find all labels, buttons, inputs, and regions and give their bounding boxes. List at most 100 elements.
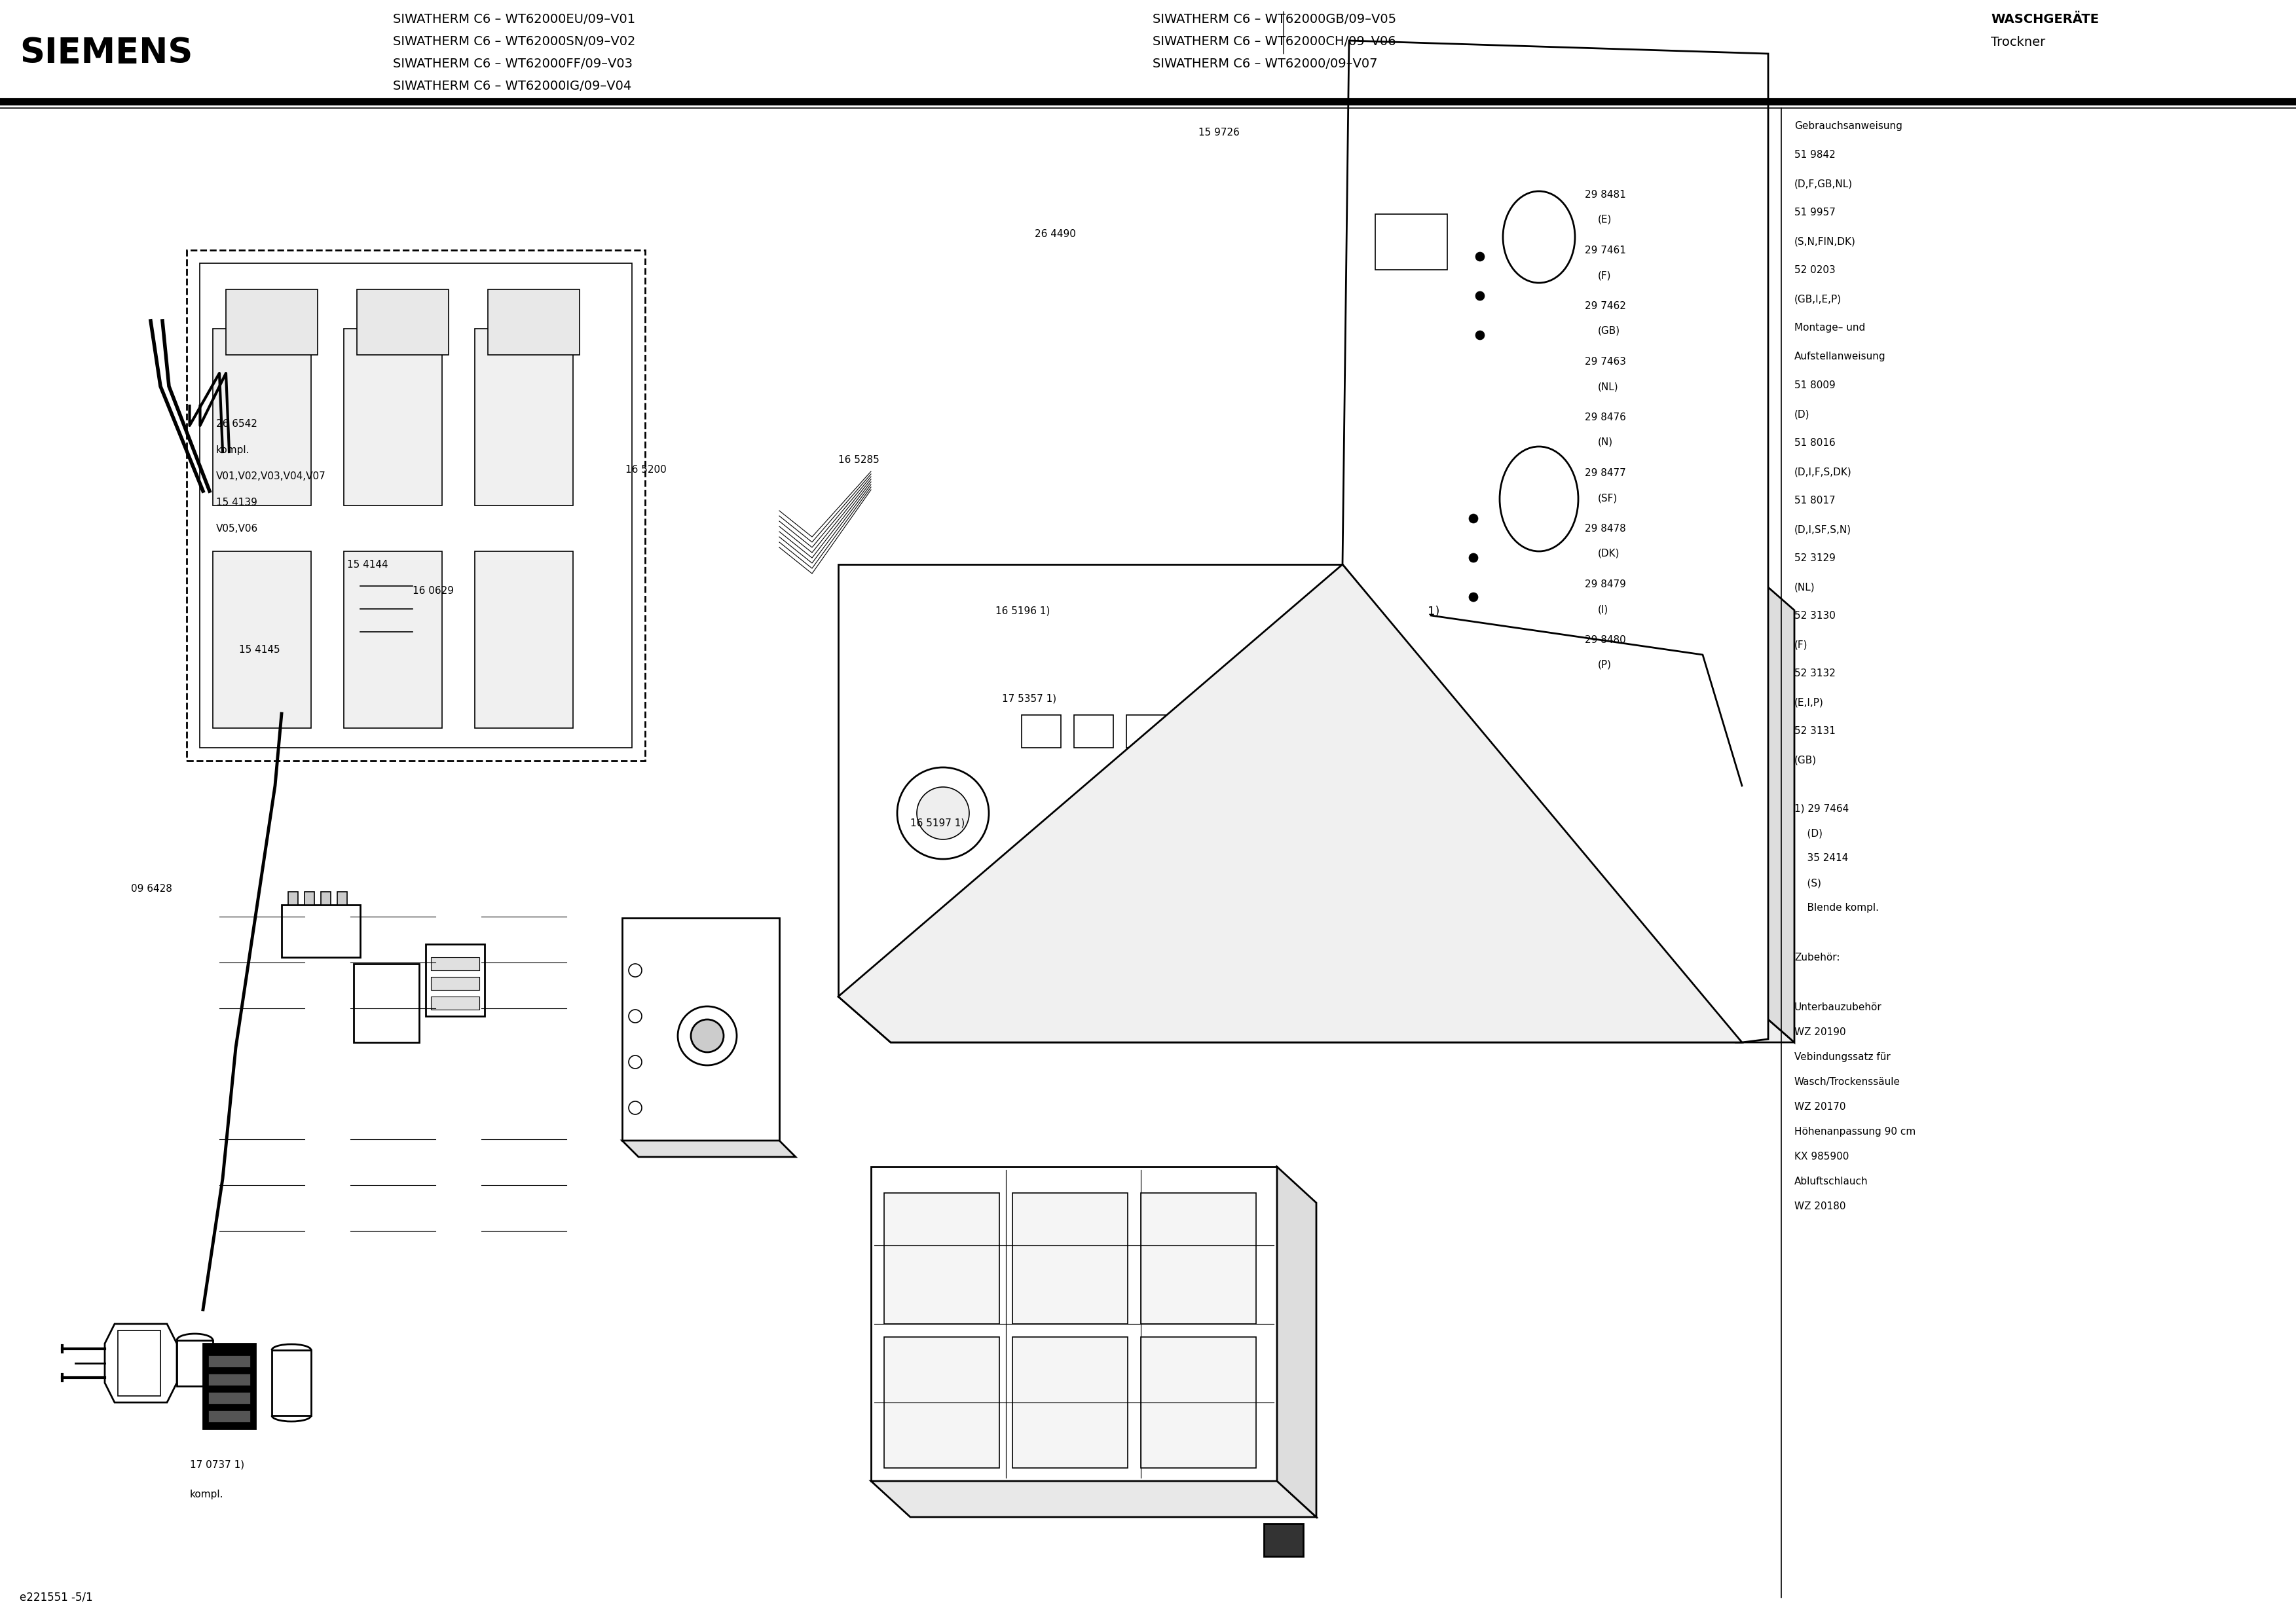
Circle shape bbox=[1554, 756, 1564, 766]
Text: 16 5200: 16 5200 bbox=[625, 464, 666, 474]
Text: 52 3132: 52 3132 bbox=[1795, 669, 1835, 679]
Bar bbox=[344, 551, 443, 729]
Polygon shape bbox=[1343, 40, 1768, 1043]
Text: Zubehör:: Zubehör: bbox=[1795, 953, 1839, 962]
Text: 29 8480: 29 8480 bbox=[1584, 635, 1626, 645]
Text: 52 3129: 52 3129 bbox=[1795, 553, 1835, 563]
Text: 17 5357 1): 17 5357 1) bbox=[1001, 695, 1056, 704]
Text: (D,I,SF,S,N): (D,I,SF,S,N) bbox=[1795, 524, 1851, 534]
Circle shape bbox=[1219, 750, 1270, 800]
Text: 29 8476: 29 8476 bbox=[1584, 413, 1626, 422]
Bar bbox=[287, 891, 298, 904]
Bar bbox=[1075, 716, 1114, 748]
Text: 29 8478: 29 8478 bbox=[1584, 524, 1626, 534]
Text: WASCHGERÄTE: WASCHGERÄTE bbox=[1991, 13, 2099, 26]
Text: (GB): (GB) bbox=[1795, 754, 1816, 764]
Bar bbox=[186, 250, 645, 761]
Bar bbox=[214, 329, 310, 506]
Text: kompl.: kompl. bbox=[216, 445, 250, 455]
Bar bbox=[1141, 1193, 1256, 1323]
Bar bbox=[209, 1373, 250, 1385]
Text: 52 3131: 52 3131 bbox=[1795, 725, 1835, 737]
Text: e221551 -5/1: e221551 -5/1 bbox=[21, 1591, 92, 1602]
Circle shape bbox=[1554, 808, 1564, 819]
Text: SIWATHERM C6 – WT62000FF/09–V03: SIWATHERM C6 – WT62000FF/09–V03 bbox=[393, 58, 634, 69]
Text: 51 8009: 51 8009 bbox=[1795, 380, 1835, 390]
Polygon shape bbox=[870, 1481, 1316, 1517]
Text: 29 7463: 29 7463 bbox=[1584, 356, 1626, 366]
Polygon shape bbox=[622, 1141, 797, 1157]
Text: (F): (F) bbox=[1795, 640, 1807, 650]
Circle shape bbox=[1554, 861, 1564, 870]
Polygon shape bbox=[622, 917, 778, 1141]
Bar bbox=[884, 1193, 999, 1323]
Bar bbox=[177, 1340, 214, 1386]
Text: WZ 20170: WZ 20170 bbox=[1795, 1103, 1846, 1112]
Bar bbox=[475, 551, 574, 729]
Text: (SF): (SF) bbox=[1598, 493, 1619, 503]
Text: kompl.: kompl. bbox=[191, 1489, 223, 1499]
Polygon shape bbox=[838, 564, 1743, 1043]
Bar bbox=[356, 290, 448, 355]
Text: 26 4490: 26 4490 bbox=[1035, 229, 1077, 239]
Circle shape bbox=[1476, 330, 1486, 340]
Text: (F): (F) bbox=[1598, 271, 1612, 280]
Bar bbox=[1263, 1523, 1304, 1556]
Text: 35 2414: 35 2414 bbox=[1795, 853, 1848, 862]
Bar bbox=[432, 977, 480, 990]
Bar bbox=[200, 263, 631, 748]
Text: (I): (I) bbox=[1598, 604, 1609, 614]
Text: Aufstellanweisung: Aufstellanweisung bbox=[1795, 351, 1885, 361]
Polygon shape bbox=[1743, 564, 1795, 1043]
Text: (NL): (NL) bbox=[1795, 582, 1816, 592]
Text: (D,F,GB,NL): (D,F,GB,NL) bbox=[1795, 179, 1853, 189]
Text: 51 8016: 51 8016 bbox=[1795, 438, 1835, 448]
Text: 29 8477: 29 8477 bbox=[1584, 467, 1626, 479]
Bar bbox=[1141, 1336, 1256, 1469]
Bar bbox=[209, 1410, 250, 1422]
Text: 29 7462: 29 7462 bbox=[1584, 301, 1626, 311]
Text: (N): (N) bbox=[1598, 437, 1614, 447]
Text: 16 5285: 16 5285 bbox=[838, 455, 879, 464]
Text: Montage– und: Montage– und bbox=[1795, 322, 1864, 332]
Circle shape bbox=[1469, 553, 1479, 563]
Text: 52 3130: 52 3130 bbox=[1795, 611, 1835, 621]
Bar bbox=[475, 329, 574, 506]
Text: Trockner: Trockner bbox=[1991, 35, 2046, 48]
Text: 16 5197 1): 16 5197 1) bbox=[909, 819, 964, 829]
Text: SIWATHERM C6 – WT62000SN/09–V02: SIWATHERM C6 – WT62000SN/09–V02 bbox=[393, 35, 636, 48]
Bar bbox=[487, 290, 579, 355]
Bar bbox=[1013, 1336, 1127, 1469]
Text: Blende kompl.: Blende kompl. bbox=[1795, 903, 1878, 912]
Text: SIWATHERM C6 – WT62000/09–V07: SIWATHERM C6 – WT62000/09–V07 bbox=[1153, 58, 1378, 69]
Circle shape bbox=[677, 1006, 737, 1066]
Bar bbox=[209, 1393, 250, 1404]
Bar bbox=[202, 1343, 255, 1428]
Text: (E,I,P): (E,I,P) bbox=[1795, 698, 1823, 708]
Text: Vebindungssatz für: Vebindungssatz für bbox=[1795, 1053, 1890, 1062]
Text: WZ 20190: WZ 20190 bbox=[1795, 1027, 1846, 1037]
Text: 29 7461: 29 7461 bbox=[1584, 245, 1626, 255]
Circle shape bbox=[1469, 593, 1479, 601]
Bar bbox=[209, 1356, 250, 1367]
Text: 16 0629: 16 0629 bbox=[413, 587, 455, 596]
Circle shape bbox=[1201, 732, 1286, 816]
Bar bbox=[344, 329, 443, 506]
Text: SIWATHERM C6 – WT62000CH/09–V06: SIWATHERM C6 – WT62000CH/09–V06 bbox=[1153, 35, 1396, 48]
Bar bbox=[282, 904, 360, 958]
Text: SIWATHERM C6 – WT62000GB/09–V05: SIWATHERM C6 – WT62000GB/09–V05 bbox=[1153, 13, 1396, 26]
Circle shape bbox=[691, 1019, 723, 1053]
Text: Gebrauchsanweisung: Gebrauchsanweisung bbox=[1795, 121, 1903, 131]
Text: 1): 1) bbox=[1428, 606, 1440, 617]
Text: 15 4144: 15 4144 bbox=[347, 559, 388, 569]
Text: (GB): (GB) bbox=[1598, 326, 1621, 335]
Text: 1) 29 7464: 1) 29 7464 bbox=[1795, 803, 1848, 812]
Bar bbox=[432, 996, 480, 1009]
Circle shape bbox=[898, 767, 990, 859]
Text: 29 8479: 29 8479 bbox=[1584, 579, 1626, 590]
Text: KX 985900: KX 985900 bbox=[1795, 1151, 1848, 1162]
Text: SIWATHERM C6 – WT62000EU/09–V01: SIWATHERM C6 – WT62000EU/09–V01 bbox=[393, 13, 636, 26]
Text: SIWATHERM C6 – WT62000IG/09–V04: SIWATHERM C6 – WT62000IG/09–V04 bbox=[393, 81, 631, 92]
Text: 51 8017: 51 8017 bbox=[1795, 495, 1835, 506]
Text: (GB,I,E,P): (GB,I,E,P) bbox=[1795, 293, 1841, 303]
